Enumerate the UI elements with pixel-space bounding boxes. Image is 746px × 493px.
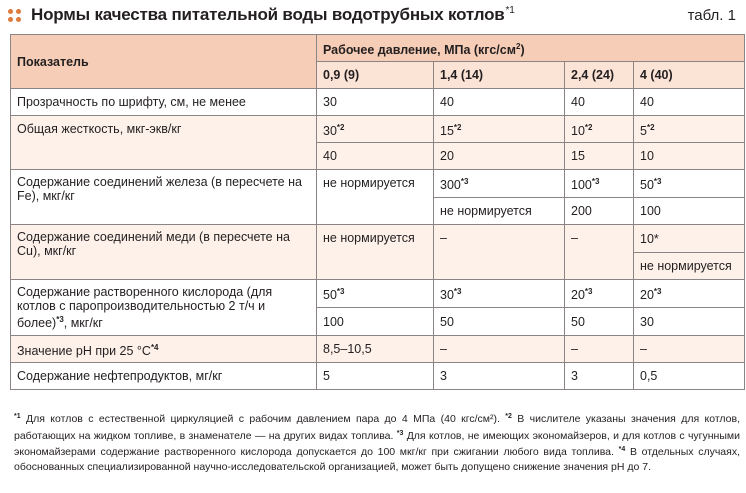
footnote-3-mark: *3 <box>396 429 404 437</box>
cell: 15*2 <box>433 115 565 143</box>
cell: 30*2 <box>316 115 434 143</box>
row-oxygen-bottom: 100 50 50 30 <box>11 307 746 336</box>
cell: 40 <box>316 142 434 170</box>
cell: не нормируется <box>316 224 434 280</box>
row-copper-bottom: не нормируется <box>11 252 746 280</box>
cell: – <box>433 224 565 280</box>
cell: 200 <box>564 197 634 225</box>
cell: – <box>564 335 634 363</box>
cell: 0,5 <box>632 362 746 390</box>
cell: 5*2 <box>632 115 746 143</box>
cell: 50*3 <box>632 169 746 198</box>
cell: 30 <box>316 88 434 116</box>
footnote-4-mark: *4 <box>618 446 626 453</box>
title-footnote-mark: *1 <box>505 5 515 16</box>
row-hardness-bottom: 40 20 15 10 <box>11 142 746 170</box>
row-iron: Содержание соединений железа (в пересчет… <box>10 169 746 225</box>
cell: 100*3 <box>564 169 634 198</box>
pressure-1-4: 1,4 (14) <box>433 61 565 89</box>
label-ph: Значение pH при 25 °C*4 <box>10 335 317 363</box>
cell: 30*3 <box>433 279 565 308</box>
pressure-0-9: 0,9 (9) <box>316 61 434 89</box>
footnote-1: Для котлов с естественной циркуляцией с … <box>20 413 506 425</box>
label-oxygen: Содержание растворенного кислорода (для … <box>10 279 317 336</box>
row-hardness: Общая жесткость, мкг-экв/кг 30*2 15*2 10… <box>10 115 746 170</box>
cell: 40 <box>632 88 746 116</box>
footnotes: *1 Для котлов с естественной циркуляцией… <box>14 410 740 474</box>
water-quality-table: Показатель Рабочее давление, МПа (кгс/см… <box>10 34 746 390</box>
col-pressure-sup: 2 <box>515 41 521 51</box>
cell: 50*3 <box>316 279 434 308</box>
row-copper: Содержание соединений меди (в пересчете … <box>10 224 746 280</box>
cell: не нормируется <box>433 197 565 225</box>
cell: 50 <box>564 307 634 336</box>
col-pressure: Рабочее давление, МПа (кгс/см2) <box>315 34 746 62</box>
grid-dots-icon <box>8 9 22 23</box>
col-indicator: Показатель <box>10 34 317 89</box>
footnote-2-mark: *2 <box>505 413 512 420</box>
cell: 40 <box>433 88 565 116</box>
row-oxygen: Содержание растворенного кислорода (для … <box>10 279 746 336</box>
cell: 40 <box>564 88 634 116</box>
pressure-4: 4 (40) <box>632 61 746 89</box>
cell: 100 <box>316 307 434 336</box>
col-pressure-end: ) <box>520 42 525 57</box>
table-title-text: Нормы качества питательной воды водотруб… <box>31 5 505 24</box>
row-ph: Значение pH при 25 °C*4 8,5–10,5 – – – <box>10 335 746 363</box>
cell: не нормируется <box>316 169 434 225</box>
table-number: табл. 1 <box>687 7 736 24</box>
cell: – <box>632 335 746 363</box>
label-copper: Содержание соединений меди (в пересчете … <box>10 224 317 280</box>
footnote-2: В числителе указаны значения для котлов,… <box>14 413 741 442</box>
header-row: Показатель Рабочее давление, МПа (кгс/см… <box>10 34 746 89</box>
cell: 10* <box>632 224 746 253</box>
cell: 5 <box>316 362 434 390</box>
cell: 3 <box>433 362 565 390</box>
cell: 20*3 <box>564 279 634 308</box>
cell: 3 <box>564 362 634 390</box>
table-header: Нормы качества питательной воды водотруб… <box>0 0 746 38</box>
cell: 20*3 <box>632 279 746 308</box>
cell: 100 <box>632 197 746 225</box>
label-oil: Содержание нефтепродуктов, мг/кг <box>10 362 317 390</box>
cell: – <box>433 335 565 363</box>
pressure-subheader-row: 0,9 (9) 1,4 (14) 2,4 (24) 4 (40) <box>11 61 746 89</box>
label-iron: Содержание соединений железа (в пересчет… <box>10 169 317 225</box>
row-oil: Содержание нефтепродуктов, мг/кг 5 3 3 0… <box>10 362 746 390</box>
footnote-4: В отдельных случаях, обоснованных специа… <box>14 446 740 473</box>
cell: – <box>564 224 634 280</box>
cell: 10*2 <box>564 115 634 143</box>
cell: 8,5–10,5 <box>316 335 434 363</box>
cell: 30 <box>632 307 746 336</box>
row-iron-bottom: не нормируется 200 100 <box>11 197 746 225</box>
table-title: Нормы качества питательной воды водотруб… <box>31 5 515 25</box>
cell: 50 <box>433 307 565 336</box>
row-transparency: Прозрачность по шрифту, см, не менее 30 … <box>10 88 746 116</box>
footnote-3: Для котлов, не имеющих экономайзеров, и … <box>14 429 740 459</box>
footnote-1-mark: *1 <box>14 413 21 420</box>
label-hardness: Общая жесткость, мкг-экв/кг <box>10 115 317 170</box>
pressure-2-4: 2,4 (24) <box>564 61 634 89</box>
label-transparency: Прозрачность по шрифту, см, не менее <box>10 88 317 116</box>
cell: 15 <box>564 142 634 170</box>
cell: 10 <box>632 142 746 170</box>
cell: не нормируется <box>632 252 746 280</box>
cell: 300*3 <box>433 169 565 198</box>
cell: 20 <box>433 142 565 170</box>
col-pressure-text: Рабочее давление, МПа (кгс/см <box>323 42 516 57</box>
